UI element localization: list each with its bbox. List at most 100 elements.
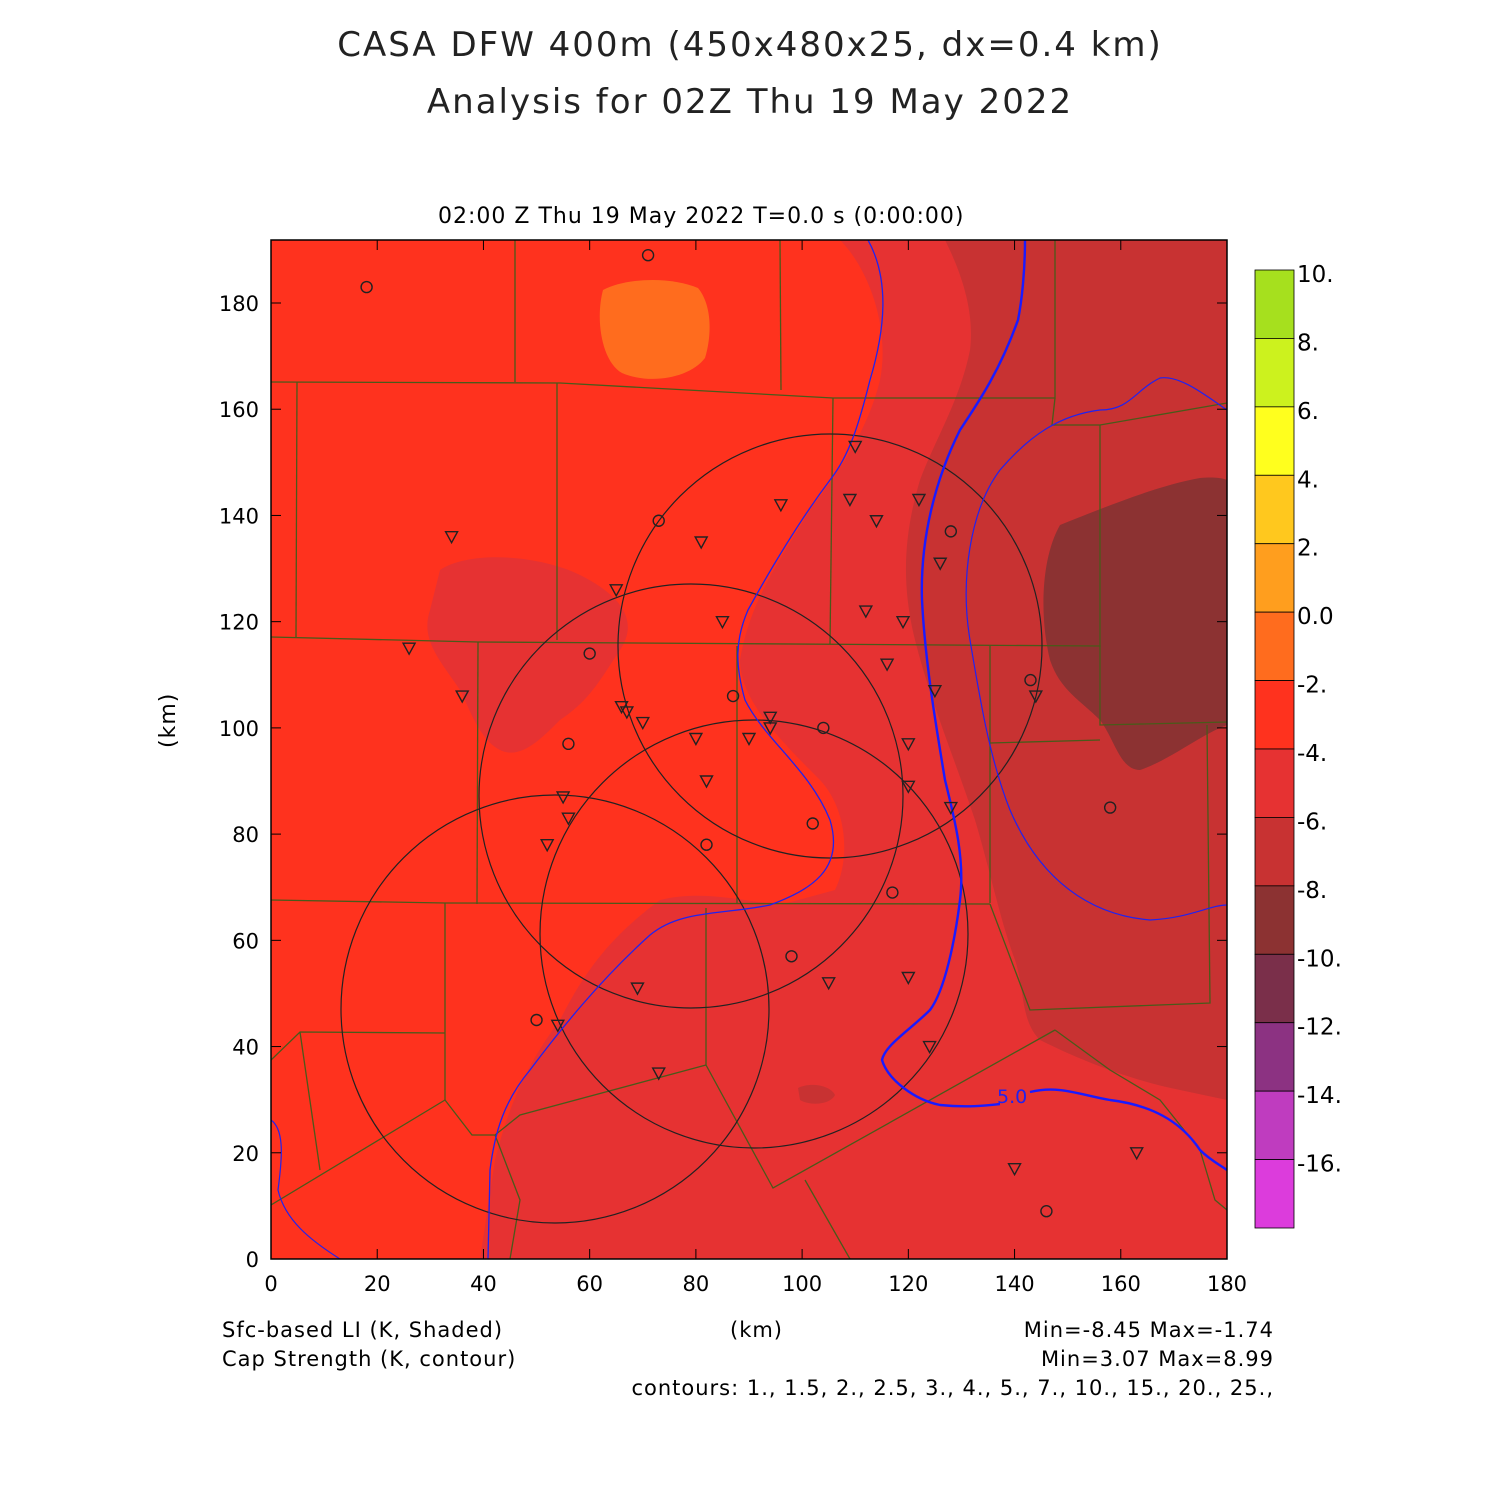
colorbar-swatch: [1254, 1022, 1295, 1092]
contour-minmax: Min=3.07 Max=8.99: [1040, 1347, 1274, 1371]
station-triangle-marker: [401, 642, 417, 656]
x-tick-label: 0: [264, 1272, 277, 1296]
station-triangle-marker: [741, 732, 757, 746]
colorbar-swatch: [1254, 680, 1295, 750]
station-triangle-marker: [444, 530, 459, 545]
station-triangle-marker: [539, 839, 555, 853]
station-triangle-marker: [763, 711, 778, 725]
station-triangle-marker: [555, 791, 571, 805]
x-tick-label: 40: [470, 1272, 497, 1296]
li-region-small-spot: [798, 1084, 835, 1104]
x-tick-label: 80: [683, 1272, 710, 1296]
colorbar: 10. 8. 6. 4. 2. 0.0 -2. -4. -6. -8. -10. -12. -14. -1…: [1254, 262, 1342, 1229]
colorbar-label: 4.: [1297, 467, 1319, 493]
colorbar-swatch: [1254, 269, 1295, 339]
colorbar-label: 6.: [1297, 399, 1319, 425]
station-triangle-marker: [922, 1040, 937, 1055]
colorbar-label: -14.: [1297, 1083, 1342, 1109]
station-circle-marker: [806, 817, 819, 830]
station-triangle-marker: [901, 738, 916, 752]
station-triangle-marker: [561, 812, 576, 826]
radar-ring-2: [478, 583, 904, 1009]
colorbar-label: -4.: [1297, 741, 1327, 767]
station-circle-marker: [944, 525, 958, 538]
cap-contours: 5.0: [271, 240, 1227, 1259]
station-circle-marker: [700, 838, 713, 851]
station-circle-marker: [641, 248, 655, 262]
station-triangle-marker: [763, 722, 778, 736]
colorbar-label: 0.0: [1297, 604, 1334, 630]
colorbar-swatch: [1254, 474, 1295, 545]
station-circle-marker: [583, 647, 596, 660]
radar-range-rings: [340, 433, 1043, 1224]
radar-ring-3: [539, 719, 969, 1149]
y-tick-label: 60: [232, 929, 259, 953]
station-circle-marker: [1040, 1204, 1053, 1218]
colorbar-label: -6.: [1297, 809, 1327, 835]
y-tick-label: 140: [219, 504, 259, 528]
station-triangle-marker: [848, 440, 863, 454]
station-triangle-marker: [911, 493, 927, 507]
title-line-2: Analysis for 02Z Thu 19 May 2022: [426, 82, 1074, 122]
station-circle-marker: [562, 737, 575, 751]
colorbar-label: 10.: [1297, 262, 1334, 288]
station-circle-marker: [785, 950, 798, 963]
station-triangle-marker: [842, 493, 858, 507]
shaded-field-label: Sfc-based LI (K, Shaded): [222, 1318, 504, 1342]
y-tick-label: 160: [219, 398, 259, 422]
radar-ring-4: [340, 794, 770, 1224]
y-tick-label: 100: [219, 717, 259, 741]
colorbar-swatch: [1254, 748, 1295, 818]
time-line: 02:00 Z Thu 19 May 2022 T=0.0 s (0:00:00…: [438, 204, 965, 229]
colorbar-label: -8.: [1297, 878, 1327, 904]
colorbar-label: 2.: [1297, 536, 1319, 562]
shaded-minmax: Min=-8.45 Max=-1.74: [1023, 1318, 1274, 1342]
station-triangle-marker: [895, 615, 911, 630]
colorbar-swatch: [1254, 611, 1295, 681]
colorbar-swatch: [1254, 817, 1295, 887]
station-triangle-marker: [821, 977, 836, 991]
x-axis-label: (km): [730, 1318, 784, 1342]
station-triangle-marker: [715, 615, 730, 630]
station-circle-marker: [726, 689, 740, 703]
contour-levels: contours: 1., 1.5, 2., 2.5, 3., 4., 5., …: [631, 1376, 1274, 1400]
station-triangle-marker: [1007, 1163, 1022, 1177]
station-circle-marker: [817, 721, 830, 735]
y-tick-label: 40: [232, 1036, 259, 1060]
station-triangle-marker: [694, 536, 709, 550]
colorbar-swatch: [1254, 543, 1295, 613]
x-tick-label: 100: [782, 1272, 822, 1296]
station-triangle-marker: [927, 685, 943, 699]
x-tick-label: 20: [364, 1272, 391, 1296]
station-markers: [360, 248, 1144, 1218]
radar-ring-1: [617, 433, 1043, 859]
y-tick-label: 180: [219, 292, 259, 316]
contour-label: 5.0: [997, 1086, 1027, 1108]
colorbar-swatch: [1254, 953, 1295, 1024]
y-tick-label: 20: [232, 1142, 259, 1166]
station-circle-marker: [1103, 801, 1117, 814]
y-tick-label: 0: [246, 1248, 259, 1272]
x-tick-label: 60: [576, 1272, 603, 1296]
station-circle-marker: [652, 514, 665, 527]
colorbar-label: 8.: [1297, 330, 1319, 356]
station-triangle-marker: [933, 557, 948, 571]
station-triangle-marker: [901, 780, 916, 794]
contour-field-label: Cap Strength (K, contour): [222, 1347, 517, 1371]
colorbar-swatch: [1254, 338, 1295, 408]
colorbar-swatch: [1254, 885, 1295, 955]
station-triangle-marker: [1028, 690, 1043, 704]
station-triangle-marker: [699, 775, 714, 789]
station-circle-marker: [1024, 673, 1037, 687]
x-tick-label: 120: [888, 1272, 928, 1296]
colorbar-label: -16.: [1297, 1152, 1342, 1178]
axes: 0 20 40 60 80 100 120 140 160 180 0 20 40 60 80 100 120 1…: [219, 240, 1247, 1296]
x-tick-label: 180: [1207, 1272, 1247, 1296]
colorbar-swatch: [1254, 1090, 1295, 1160]
y-tick-label: 80: [232, 823, 259, 847]
station-triangle-marker: [550, 1019, 565, 1033]
li-region-m10-m8: [1043, 477, 1227, 770]
station-triangle-marker: [1129, 1147, 1144, 1161]
station-triangle-marker: [858, 605, 874, 619]
